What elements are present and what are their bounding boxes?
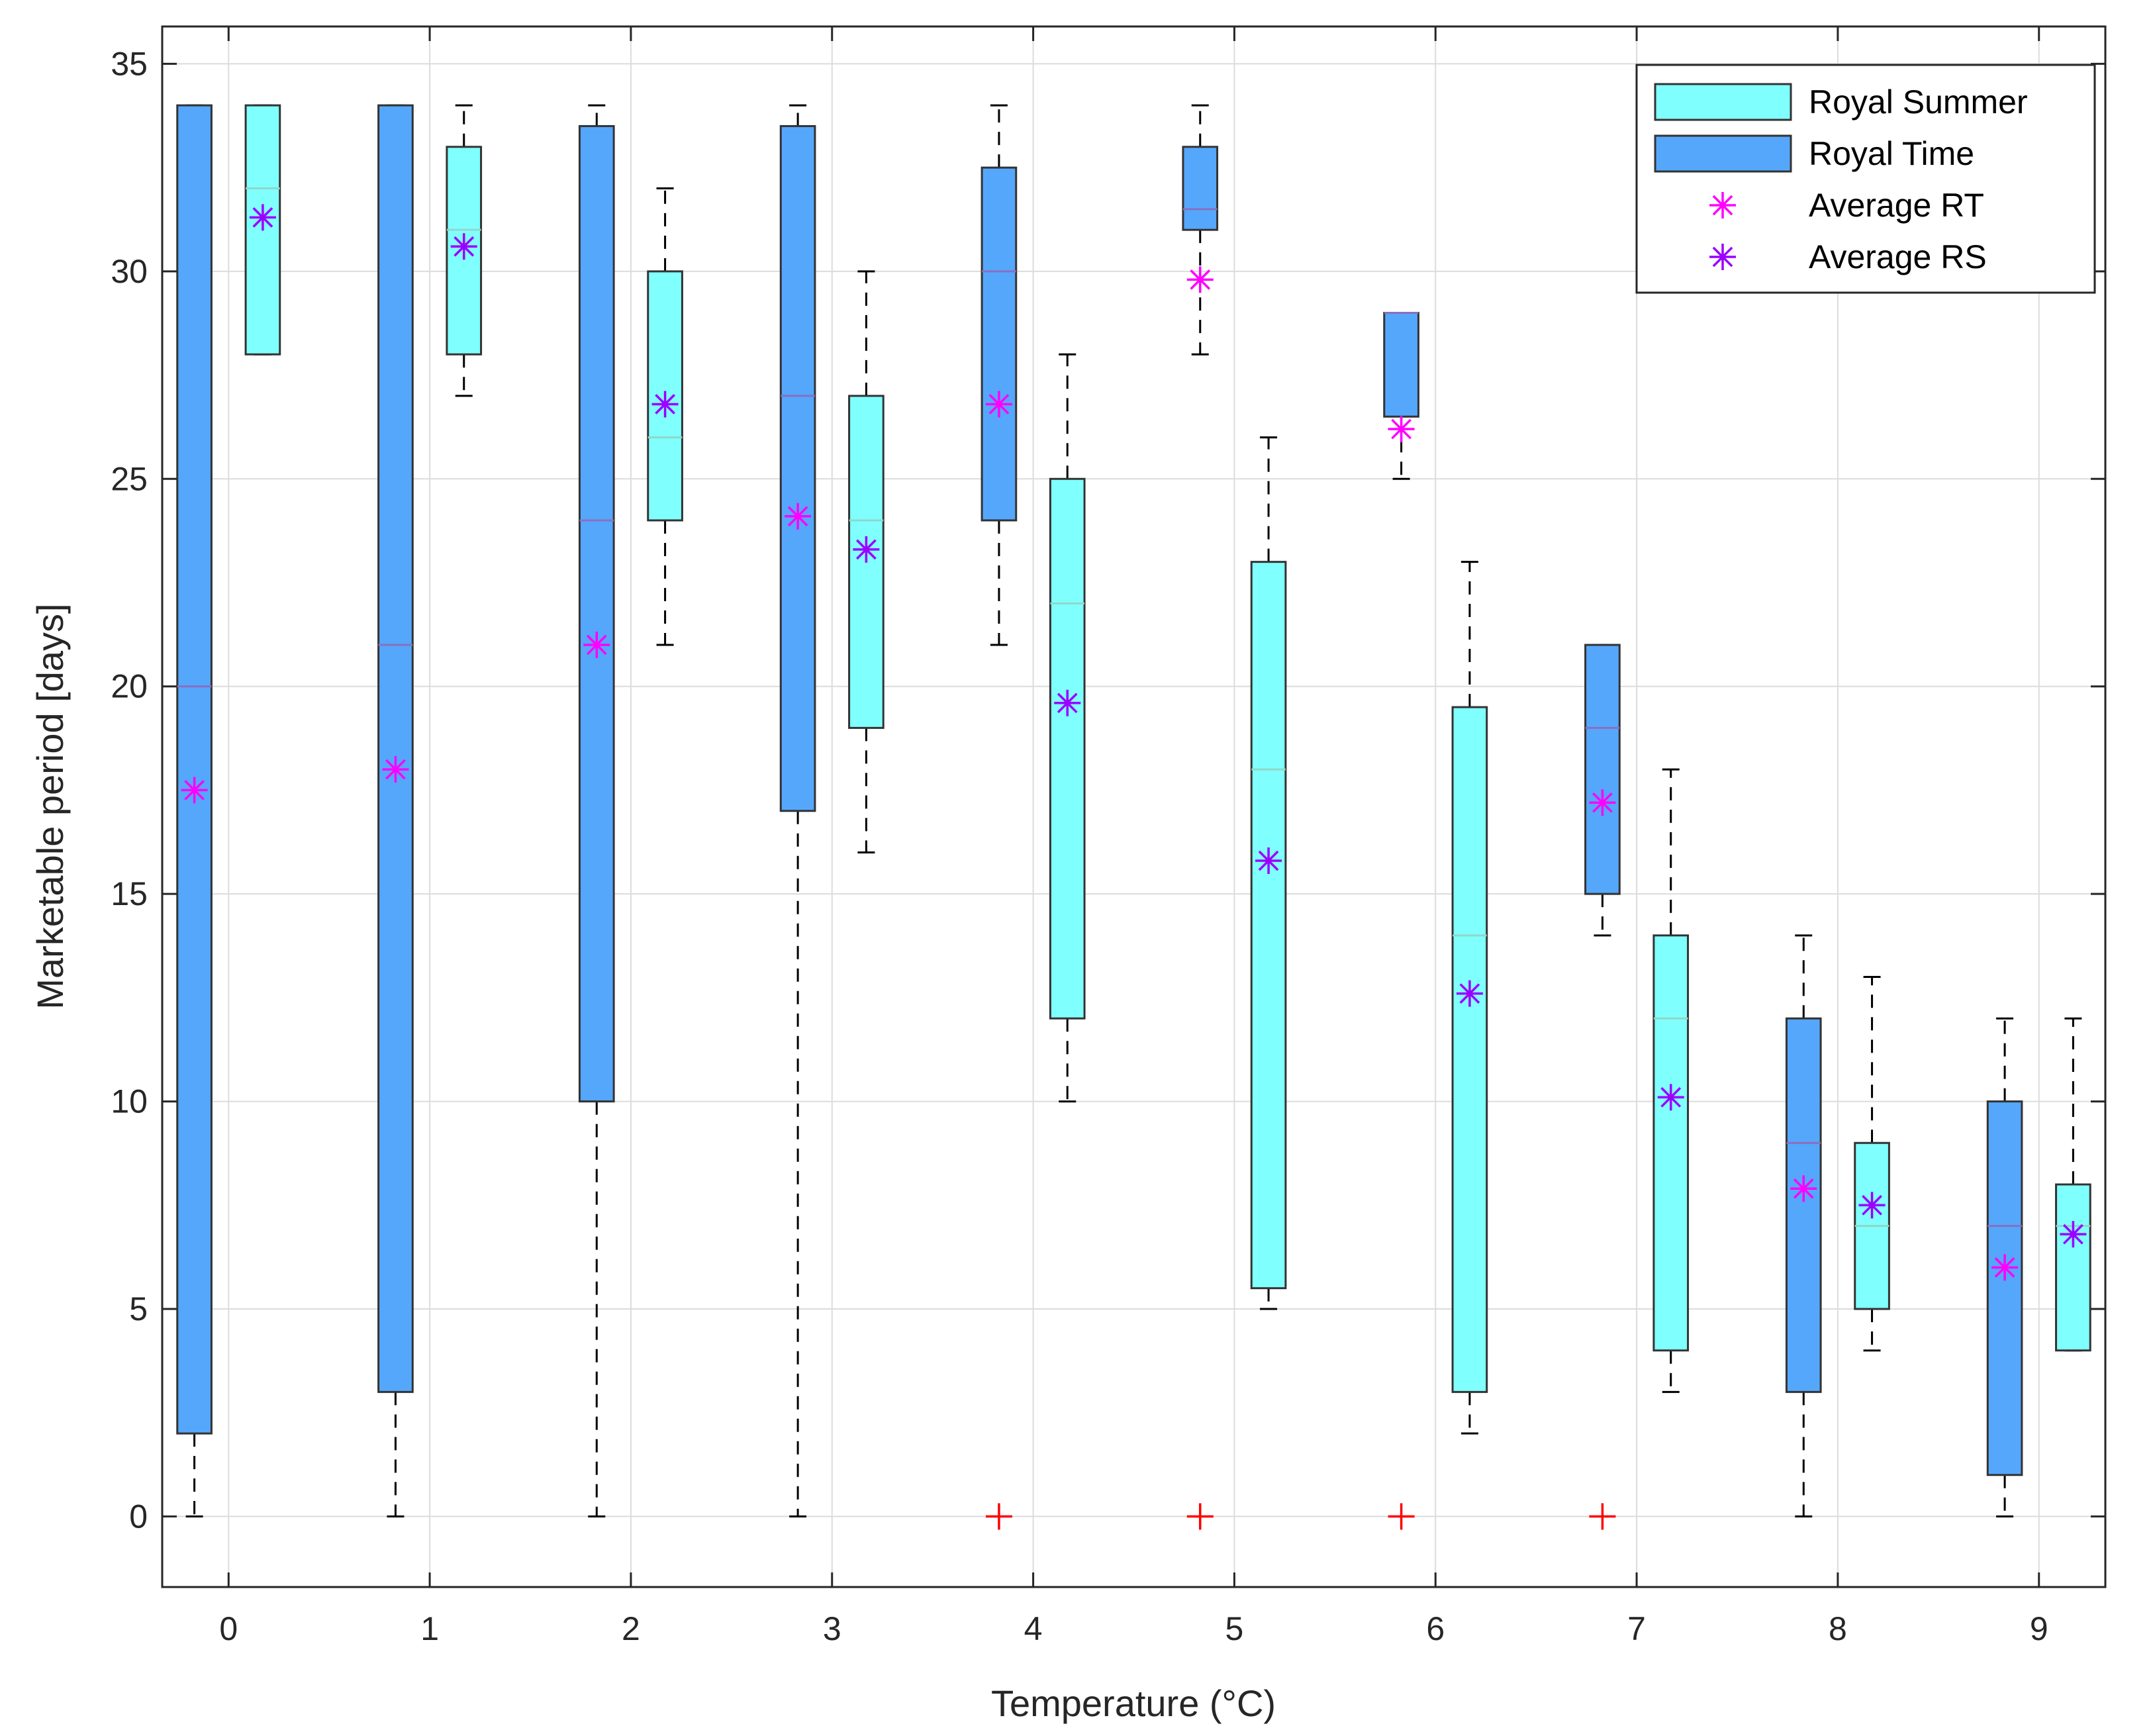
legend-swatch (1654, 83, 1792, 121)
markers (181, 204, 2087, 1530)
outlier-marker (985, 1503, 1012, 1530)
box (1584, 644, 1621, 895)
average-marker (1255, 847, 1282, 874)
x-tick-label: 4 (1024, 1610, 1043, 1647)
x-tick-label: 5 (1225, 1610, 1244, 1647)
legend: Royal Summer Royal Time Average RT Average … (1635, 64, 2096, 294)
x-tick-label: 1 (420, 1610, 439, 1647)
legend-marker (1709, 244, 1736, 270)
box (1785, 1017, 1822, 1393)
y-tick-label: 15 (111, 875, 148, 912)
box (1049, 477, 1086, 1020)
box (578, 124, 615, 1103)
average-marker (1858, 1192, 1886, 1219)
y-tick-label: 30 (111, 253, 148, 290)
box (176, 104, 213, 1435)
box (1182, 146, 1219, 231)
average-marker (1456, 980, 1483, 1007)
average-marker (181, 777, 208, 804)
y-tick-label: 25 (111, 460, 148, 497)
x-tick-label: 2 (622, 1610, 640, 1647)
average-marker (583, 632, 610, 659)
average-marker (2060, 1221, 2087, 1248)
average-marker (1186, 266, 1214, 293)
x-tick-label: 6 (1426, 1610, 1445, 1647)
average-marker (1054, 689, 1081, 716)
y-tick-label: 35 (111, 45, 148, 82)
x-tick-label: 9 (2030, 1610, 2048, 1647)
x-tick-label: 8 (1829, 1610, 1847, 1647)
box (1250, 561, 1287, 1290)
box (2055, 1183, 2091, 1352)
x-axis-title: Temperature (°C) (991, 1682, 1276, 1724)
box (377, 104, 414, 1393)
outlier-marker (1186, 1503, 1214, 1530)
box (446, 146, 483, 356)
legend-marker (1709, 192, 1736, 218)
y-tick-labels: 0 5 10 15 20 25 30 35 (111, 45, 148, 1535)
average-marker (1991, 1254, 2019, 1281)
x-tick-label: 7 (1627, 1610, 1646, 1647)
average-marker (1388, 416, 1415, 443)
plot-frame (161, 25, 2107, 1588)
average-marker (382, 756, 409, 783)
average-marker (853, 536, 880, 563)
legend-label: Royal Time (1809, 135, 1974, 172)
x-tick-labels: 0 1 2 3 4 5 6 7 8 9 (219, 1610, 2048, 1647)
ticks (162, 26, 2105, 1587)
box (1451, 706, 1488, 1393)
outlier-marker (1388, 1503, 1415, 1530)
y-axis-title: Marketable period [days] (29, 603, 71, 1009)
whiskers (185, 104, 2082, 1518)
box (1383, 312, 1419, 418)
box (779, 124, 816, 812)
y-tick-label: 10 (111, 1083, 148, 1120)
x-tick-label: 0 (219, 1610, 238, 1647)
average-marker (651, 391, 679, 418)
legend-label: Average RT (1809, 187, 1984, 224)
y-tick-label: 5 (129, 1290, 148, 1327)
box (1652, 934, 1690, 1352)
outlier-marker (1589, 1503, 1616, 1530)
y-tick-label: 20 (111, 668, 148, 705)
legend-label: Royal Summer (1809, 83, 2028, 121)
average-marker (785, 503, 812, 530)
average-marker (1589, 789, 1616, 816)
average-marker (1790, 1175, 1817, 1202)
box (981, 166, 1018, 522)
x-tick-label: 3 (823, 1610, 841, 1647)
legend-label: Average RS (1809, 238, 1987, 275)
average-marker (450, 233, 477, 260)
boxes (176, 104, 2091, 1476)
box (1986, 1100, 2023, 1476)
average-marker (249, 204, 276, 231)
average-marker (1657, 1084, 1684, 1111)
average-marker (985, 391, 1012, 418)
y-tick-label: 0 (129, 1498, 148, 1535)
legend-swatch (1654, 134, 1792, 173)
